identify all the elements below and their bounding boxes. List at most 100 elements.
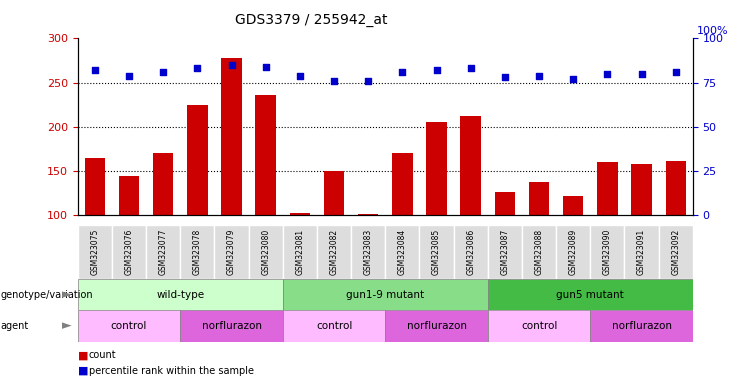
Text: control: control — [316, 321, 352, 331]
Text: genotype/variation: genotype/variation — [1, 290, 93, 300]
Bar — [317, 225, 351, 279]
Text: control: control — [111, 321, 147, 331]
Text: ■: ■ — [78, 366, 88, 376]
Bar — [488, 310, 591, 342]
Point — [568, 76, 579, 82]
Bar — [283, 225, 317, 279]
Bar — [591, 225, 625, 279]
Point — [465, 65, 476, 71]
Text: ■: ■ — [78, 350, 88, 360]
Bar — [488, 225, 522, 279]
Bar — [426, 122, 447, 215]
Text: GSM323081: GSM323081 — [296, 229, 305, 275]
Bar — [665, 161, 686, 215]
Bar — [146, 225, 180, 279]
Text: GSM323080: GSM323080 — [262, 229, 270, 275]
Bar — [249, 225, 283, 279]
Point — [499, 74, 511, 80]
Bar — [112, 225, 146, 279]
Bar — [180, 225, 214, 279]
Text: GSM323090: GSM323090 — [603, 228, 612, 275]
Bar — [153, 154, 173, 215]
Point — [225, 62, 237, 68]
Text: GSM323083: GSM323083 — [364, 229, 373, 275]
Bar — [119, 175, 139, 215]
Text: GSM323079: GSM323079 — [227, 228, 236, 275]
Text: control: control — [521, 321, 557, 331]
Text: GSM323089: GSM323089 — [569, 229, 578, 275]
Bar — [283, 279, 488, 310]
Point — [328, 78, 340, 84]
Text: norflurazon: norflurazon — [202, 321, 262, 331]
Bar — [290, 213, 310, 215]
Bar — [563, 196, 583, 215]
Point — [670, 69, 682, 75]
Text: GSM323087: GSM323087 — [500, 229, 509, 275]
Text: norflurazon: norflurazon — [611, 321, 671, 331]
Text: count: count — [89, 350, 116, 360]
Point — [396, 69, 408, 75]
Point — [362, 78, 374, 84]
Bar — [180, 310, 283, 342]
Bar — [324, 171, 345, 215]
Point — [294, 73, 306, 79]
Bar — [556, 225, 591, 279]
Bar — [283, 310, 385, 342]
Bar — [385, 310, 488, 342]
Bar — [84, 158, 105, 215]
Point — [123, 73, 135, 79]
Text: GSM323077: GSM323077 — [159, 228, 167, 275]
Bar — [392, 154, 413, 215]
Bar — [460, 116, 481, 215]
Point — [431, 67, 442, 73]
Point — [89, 67, 101, 73]
Text: GSM323084: GSM323084 — [398, 229, 407, 275]
Bar — [214, 225, 249, 279]
Point — [534, 73, 545, 79]
Bar — [78, 310, 180, 342]
Text: GSM323086: GSM323086 — [466, 229, 475, 275]
Point — [191, 65, 203, 71]
Text: GSM323088: GSM323088 — [534, 229, 544, 275]
Bar — [78, 225, 112, 279]
Bar — [659, 225, 693, 279]
Text: gun1-9 mutant: gun1-9 mutant — [346, 290, 425, 300]
Bar — [631, 164, 652, 215]
Bar — [625, 225, 659, 279]
Bar — [419, 225, 453, 279]
Bar — [597, 162, 618, 215]
Text: GSM323075: GSM323075 — [90, 228, 99, 275]
Bar — [358, 214, 379, 215]
Text: agent: agent — [1, 321, 29, 331]
Bar — [591, 310, 693, 342]
Text: percentile rank within the sample: percentile rank within the sample — [89, 366, 254, 376]
Bar — [256, 95, 276, 215]
Bar — [78, 279, 283, 310]
Bar — [453, 225, 488, 279]
Bar — [222, 58, 242, 215]
Point — [602, 71, 614, 77]
Text: GSM323076: GSM323076 — [124, 228, 133, 275]
Text: ►: ► — [62, 319, 72, 333]
Bar — [495, 192, 515, 215]
Bar — [351, 225, 385, 279]
Bar — [488, 279, 693, 310]
Point — [260, 64, 272, 70]
Text: ►: ► — [62, 288, 72, 301]
Text: GSM323091: GSM323091 — [637, 229, 646, 275]
Text: GSM323082: GSM323082 — [330, 229, 339, 275]
Point — [157, 69, 169, 75]
Bar — [385, 225, 419, 279]
Text: GSM323092: GSM323092 — [671, 229, 680, 275]
Text: gun5 mutant: gun5 mutant — [556, 290, 624, 300]
Bar — [529, 182, 549, 215]
Text: GDS3379 / 255942_at: GDS3379 / 255942_at — [235, 13, 388, 27]
Text: GSM323085: GSM323085 — [432, 229, 441, 275]
Bar — [522, 225, 556, 279]
Point — [636, 71, 648, 77]
Text: norflurazon: norflurazon — [407, 321, 467, 331]
Text: GSM323078: GSM323078 — [193, 229, 202, 275]
Bar — [187, 105, 207, 215]
Text: 100%: 100% — [697, 26, 728, 36]
Text: wild-type: wild-type — [156, 290, 205, 300]
